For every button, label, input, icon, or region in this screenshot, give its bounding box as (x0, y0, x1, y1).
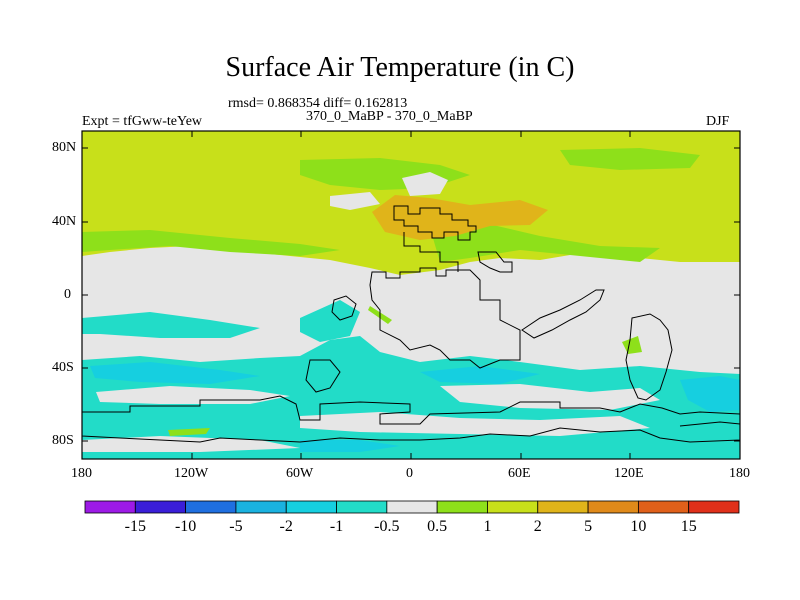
lat-tick-label: 0 (64, 287, 71, 302)
continent-outline (393, 205, 477, 241)
south-cyan-dark (420, 366, 540, 384)
colorbar-label: -10 (174, 518, 197, 535)
colorbar-swatch (84, 500, 136, 514)
colorbar-label: -5 (229, 518, 243, 535)
stats-line: rmsd= 0.868354 diff= 0.162813 (228, 96, 408, 111)
map-title: Surface Air Temperature (in C) (225, 52, 575, 83)
continent-outline (331, 295, 357, 321)
north-gray-hole (402, 172, 448, 196)
comparison-label: 370_0_MaBP - 370_0_MaBP (306, 109, 473, 124)
south-cyan-region (300, 300, 360, 342)
season-label: DJF (706, 114, 730, 129)
colorbar-label: 10 (630, 518, 647, 535)
colorbar-label: 2 (533, 518, 542, 535)
lon-tick-label: 60E (508, 466, 531, 481)
continent-outline (625, 313, 673, 401)
continent-outline (679, 421, 740, 427)
south-green-fleck (168, 428, 210, 436)
colorbar-swatch (436, 500, 488, 514)
south-cyan-region (82, 312, 260, 338)
continent-outline (521, 289, 605, 339)
colorbar-label: -1 (329, 518, 344, 535)
continent-outline (369, 267, 521, 369)
colorbar-swatch (285, 500, 337, 514)
lon-tick-label: 120W (174, 466, 209, 481)
lat-tick-label: 80N (52, 140, 77, 155)
south-cyan-dark (300, 440, 400, 452)
south-gray-lens (82, 436, 300, 452)
colorbar-swatch (185, 500, 237, 514)
continent-outline (403, 232, 459, 272)
south-cyan-dark (90, 362, 260, 384)
continent-outlines (82, 205, 740, 443)
north-gray-hole (330, 192, 380, 210)
colorbar-swatch (336, 500, 388, 514)
colorbar-label: 0.5 (427, 518, 448, 535)
colorbar-label: -2 (279, 518, 293, 535)
colorbar-swatch (537, 500, 589, 514)
south-cyan-dark (680, 376, 740, 412)
lat-tick-label: 80S (52, 433, 74, 448)
colorbar-swatch (134, 500, 187, 514)
colorbar-label: 15 (680, 518, 697, 535)
continent-outline (477, 251, 513, 273)
south-gray-lens (440, 384, 660, 410)
lat-tick-label: 40N (52, 214, 77, 229)
axis-ticks (81, 131, 741, 459)
lon-tick-label: 180 (71, 466, 92, 481)
north-green-patch (560, 148, 700, 170)
colorbar-swatch (487, 500, 539, 514)
continent-outline (305, 359, 341, 393)
warm-orange-spot (372, 195, 548, 240)
south-gray-lens (300, 412, 650, 436)
experiment-label: Expt = tfGww-teYew (82, 114, 203, 129)
north-green-patch (82, 230, 340, 256)
colorbar-label: 1 (483, 518, 492, 535)
colorbar-swatch (235, 500, 287, 514)
colorbar-swatch (386, 500, 438, 514)
colorbar-swatch (637, 500, 690, 514)
lon-tick-label: 180 (729, 466, 750, 481)
colorbar-label: 5 (584, 518, 593, 535)
colorbar (84, 500, 740, 514)
colorbar-swatch (587, 500, 639, 514)
tropical-green-streak (622, 336, 642, 354)
temperature-field (82, 131, 740, 459)
colorbar-label: -0.5 (374, 518, 400, 535)
lon-tick-label: 120E (614, 466, 644, 481)
lat-tick-label: 40S (52, 360, 74, 375)
colorbar-swatch (688, 500, 740, 514)
lon-tick-label: 0 (406, 466, 413, 481)
colorbar-label: -15 (124, 518, 146, 535)
continent-outline (82, 395, 740, 443)
lon-tick-label: 60W (286, 466, 314, 481)
